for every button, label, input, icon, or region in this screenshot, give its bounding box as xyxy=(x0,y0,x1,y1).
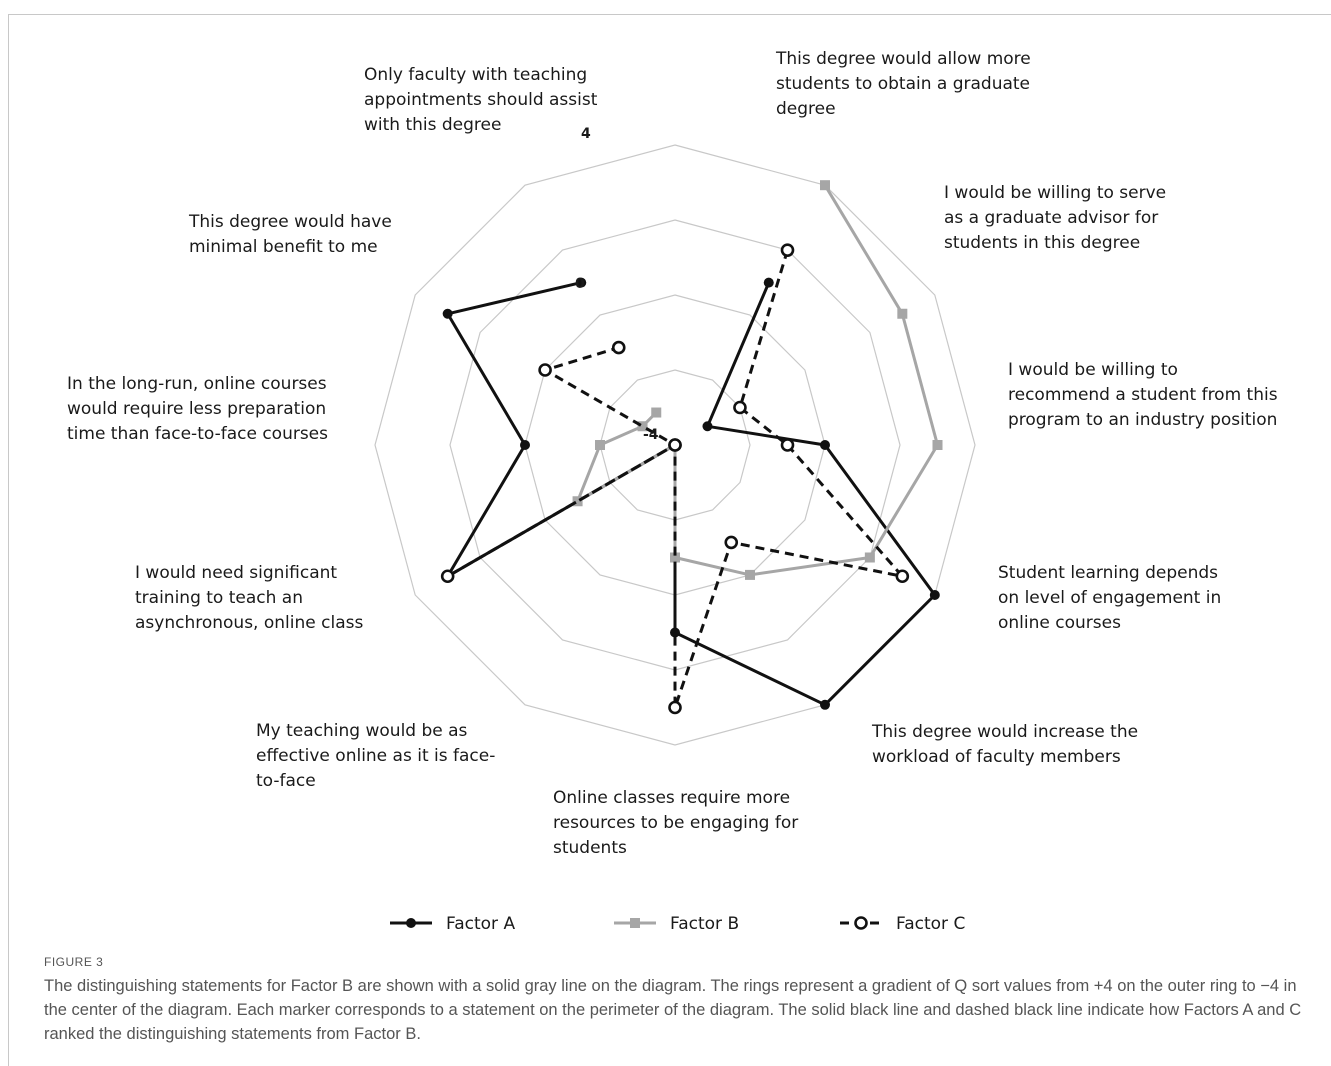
category-label-line: appointments should assist xyxy=(364,90,598,110)
category-label: This degree would increase the workload o… xyxy=(871,722,1138,767)
data-point xyxy=(864,552,875,563)
category-label: In the long-run, online courses would req… xyxy=(67,374,328,444)
category-label: Online classes require more resources to … xyxy=(553,788,798,858)
legend-item: Factor A xyxy=(390,914,515,934)
data-point xyxy=(724,535,739,550)
legend-marker xyxy=(630,918,640,928)
series-factor-b xyxy=(572,180,943,580)
category-label-line: on level of engagement in xyxy=(998,588,1221,608)
category-label-line: with this degree xyxy=(364,115,501,135)
figure-label: FIGURE 3 xyxy=(44,955,104,969)
category-label-line: degree xyxy=(776,99,836,119)
legend-marker xyxy=(854,916,868,930)
data-point xyxy=(895,569,910,584)
legend-label: Factor C xyxy=(896,914,965,934)
data-point xyxy=(820,180,830,191)
data-point xyxy=(442,308,453,319)
category-label-line: would require less preparation xyxy=(67,399,326,419)
category-label-line: Only faculty with teaching xyxy=(364,65,587,85)
data-point xyxy=(780,243,795,257)
category-label-line: training to teach an xyxy=(135,588,303,608)
data-point xyxy=(820,699,830,710)
data-point xyxy=(668,438,682,452)
data-point xyxy=(897,308,908,319)
category-label-line: resources to be engaging for xyxy=(553,813,798,833)
figure-caption: The distinguishing statements for Factor… xyxy=(44,977,1302,1043)
category-label-line: program to an industry position xyxy=(1008,410,1277,430)
category-label-line: This degree would have xyxy=(188,212,392,232)
series-line xyxy=(446,249,904,709)
category-label-line: Student learning depends xyxy=(998,563,1218,583)
tick-label: 0 xyxy=(575,276,585,292)
grid-ring xyxy=(374,144,976,746)
data-point xyxy=(702,421,713,432)
category-label-line: This degree would allow more xyxy=(775,49,1031,69)
category-label: Student learning depends on level of enga… xyxy=(998,563,1221,633)
series-factor-a xyxy=(442,277,940,710)
category-label-line: recommend a student from this xyxy=(1008,385,1278,405)
data-point xyxy=(572,496,583,507)
category-label-line: students in this degree xyxy=(944,233,1140,253)
tick-label: -4 xyxy=(643,427,659,443)
data-point xyxy=(763,277,774,288)
data-point xyxy=(595,440,605,450)
category-label-line: Online classes require more xyxy=(553,788,790,808)
category-label-line: effective online as it is face- xyxy=(256,746,495,766)
category-label: I would be willing to serve as a graduate… xyxy=(944,183,1166,253)
category-label-line: I would be willing to serve xyxy=(944,183,1166,203)
radial-tick-labels: 4 0 -4 xyxy=(575,126,659,443)
category-label-line: workload of faculty members xyxy=(872,747,1121,767)
data-point xyxy=(745,569,755,580)
category-label: I would be willing to recommend a student… xyxy=(1008,360,1278,430)
category-label-line: to-face xyxy=(256,771,316,791)
category-label: This degree would have minimal benefit to… xyxy=(188,212,392,257)
figure-frame xyxy=(8,14,1331,1066)
category-label: My teaching would be as effective online … xyxy=(256,721,495,791)
category-label-line: students to obtain a graduate xyxy=(776,74,1030,94)
tick-label: 4 xyxy=(581,126,591,142)
category-label-line: as a graduate advisor for xyxy=(944,208,1158,228)
category-label-line: My teaching would be as xyxy=(256,721,468,741)
legend-item: Factor B xyxy=(614,914,739,934)
data-point xyxy=(440,569,455,584)
data-point xyxy=(820,440,830,450)
data-point xyxy=(733,400,747,415)
data-point xyxy=(670,552,680,563)
data-point xyxy=(670,627,680,638)
legend-label: Factor B xyxy=(670,914,739,934)
data-point xyxy=(576,277,587,288)
radar-chart: 4 0 -4 This degree would allow more student… xyxy=(67,49,1278,934)
category-label-line: online courses xyxy=(998,613,1121,633)
series-layer xyxy=(440,180,943,715)
category-label: I would need significant training to teac… xyxy=(135,563,363,633)
data-point xyxy=(932,440,943,450)
series-line xyxy=(446,281,937,707)
category-label: This degree would allow more students to … xyxy=(775,49,1031,119)
category-label-line: asynchronous, online class xyxy=(135,613,363,633)
category-label-line: time than face-to-face courses xyxy=(67,424,328,444)
data-point xyxy=(651,407,662,418)
category-label-line: This degree would increase the xyxy=(871,722,1138,742)
category-label-line: minimal benefit to me xyxy=(189,237,378,257)
data-point xyxy=(520,440,530,450)
series-factor-c xyxy=(440,243,910,715)
data-point xyxy=(929,590,940,600)
category-label-line: I would be willing to xyxy=(1008,360,1178,380)
category-label-line: In the long-run, online courses xyxy=(67,374,327,394)
data-point xyxy=(538,363,552,377)
category-labels: This degree would allow more students to … xyxy=(67,49,1278,858)
legend-label: Factor A xyxy=(446,914,515,934)
data-point xyxy=(637,421,648,432)
legend: Factor A Factor B Factor C xyxy=(390,914,965,934)
data-point xyxy=(668,700,682,715)
legend-marker xyxy=(406,918,416,928)
data-point xyxy=(780,438,795,452)
legend-item: Factor C xyxy=(840,914,965,934)
category-label: Only faculty with teaching appointments s… xyxy=(364,65,598,135)
data-point xyxy=(611,340,626,355)
category-label-line: I would need significant xyxy=(135,563,337,583)
category-label-line: students xyxy=(553,838,627,858)
